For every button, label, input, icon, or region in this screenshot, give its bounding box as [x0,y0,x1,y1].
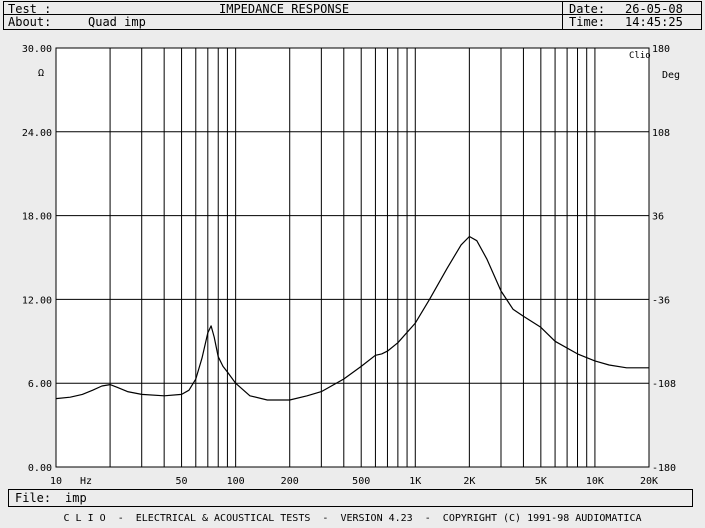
date-value: 26-05-08 [625,2,683,16]
about-label: About: [8,15,52,29]
y-axis-ticks: 0.00 6.00 12.00 18.00 24.00 30.00 [22,44,52,474]
clio-corner-label: Clio [629,51,651,61]
date-label: Date: [569,2,606,16]
y-axis-label: Ω [38,68,44,79]
file-value: imp [65,491,87,505]
x-tick-label: 500 [352,476,370,487]
y2-tick-label: 180 [652,44,670,55]
grid [56,48,649,467]
header-date-row: Date: 26-05-08 [562,1,702,17]
footer-copyright: C L I O - ELECTRICAL & ACOUSTICAL TESTS … [63,513,642,524]
x-tick-label: 5K [535,476,547,487]
x-tick-label: 10 [50,476,62,487]
y2-tick-label: -36 [652,295,670,306]
plot-area [55,47,650,468]
file-label: File: [15,491,52,505]
y2-axis-ticks: -180 -108 -36 36 108 180 [652,44,676,474]
y2-tick-label: -108 [652,379,676,390]
header-time-row: Time: 14:45:25 [562,14,702,30]
test-label: Test : [8,2,52,16]
y2-tick-label: 36 [652,212,664,223]
x-tick-label: 50 [176,476,188,487]
x-tick-label: 100 [227,476,245,487]
y-tick-label: 6.00 [28,379,52,390]
time-value: 14:45:25 [625,15,683,29]
y2-axis-label: Deg [662,70,680,81]
x-tick-label: 1K [409,476,421,487]
impedance-curve [55,235,649,401]
time-label: Time: [569,15,606,29]
y-tick-label: 30.00 [22,44,52,55]
y-tick-label: 18.00 [22,212,52,223]
impedance-chart: 0.00 6.00 12.00 18.00 24.00 30.00 -180 -108 -36… [22,44,680,487]
y-tick-label: 12.00 [22,295,52,306]
x-axis-ticks: 10 50 100 200 500 1K 2K 5K 10K 20K [50,476,658,487]
y-tick-label: 0.00 [28,463,52,474]
x-tick-label: 20K [640,476,658,487]
x-tick-label: 200 [281,476,299,487]
y2-tick-label: -180 [652,463,676,474]
about-value: Quad imp [88,15,146,29]
x-tick-label: 10K [586,476,604,487]
x-tick-label: 2K [463,476,475,487]
header-about-row: About: Quad imp [3,14,563,30]
y-tick-label: 24.00 [22,128,52,139]
y2-tick-label: 108 [652,128,670,139]
file-bar: File: imp [8,489,693,507]
test-title: IMPEDANCE RESPONSE [219,2,350,16]
x-axis-unit: Hz [80,476,92,487]
series-lines [55,235,649,401]
